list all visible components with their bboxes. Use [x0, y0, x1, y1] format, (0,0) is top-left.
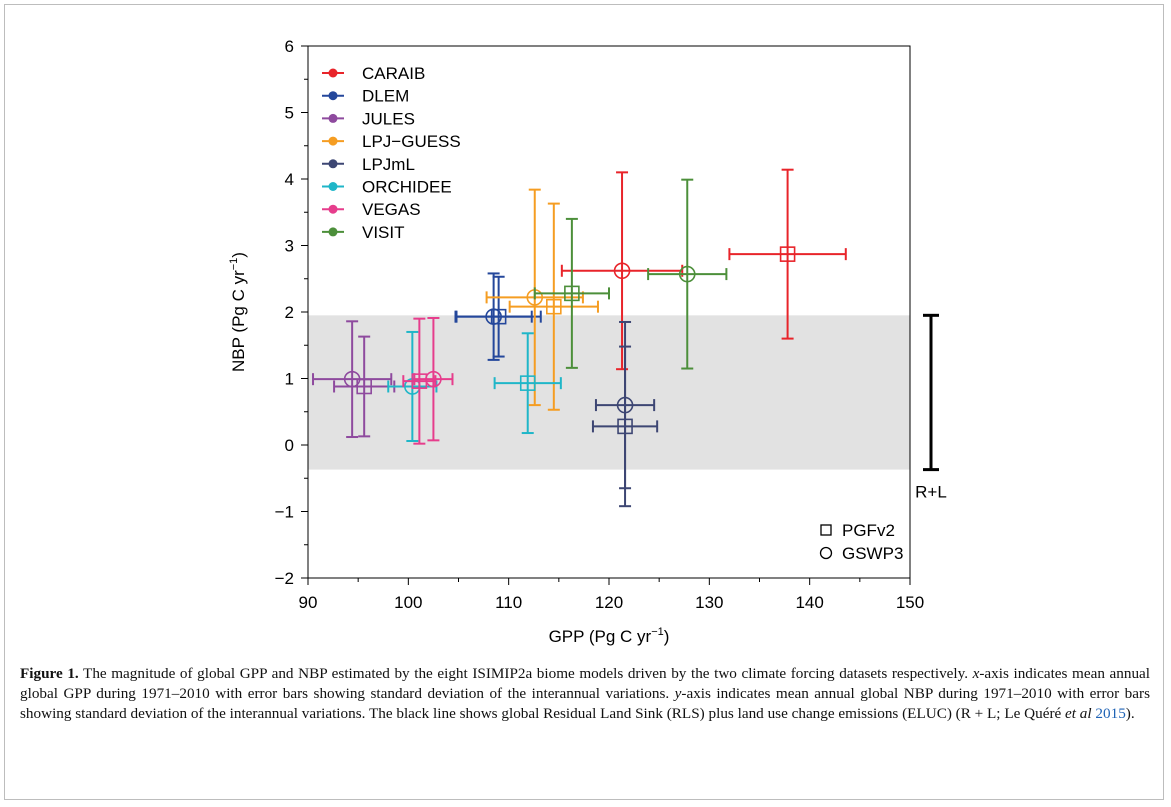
legend-square-icon: [820, 524, 832, 536]
legend-dot: [328, 204, 338, 214]
x-tick-label: 130: [695, 593, 723, 612]
y-tick-label: −1: [275, 503, 294, 522]
rl-bar-label: R+L: [915, 483, 947, 502]
data-point-caraib-pgfv2: [728, 168, 847, 340]
data-point-visit-pgfv2: [533, 217, 610, 369]
legend-label: LPJ−GUESS: [362, 132, 461, 151]
circle-marker: [678, 265, 696, 283]
y-tick-label: 4: [285, 170, 294, 189]
circle-marker: [343, 370, 361, 388]
circle-marker: [425, 370, 442, 388]
square-marker: [546, 298, 562, 315]
data-point-jules-gswp3: [312, 320, 393, 439]
x-tick-label: 140: [795, 593, 823, 612]
caption-body: The magnitude of global GPP and NBP esti…: [20, 665, 1150, 722]
circle-marker: [613, 262, 631, 280]
circle-marker: [616, 396, 634, 414]
caption-italic: y: [674, 685, 682, 702]
y-tick-label: −2: [275, 569, 294, 588]
caption-text: -axis indicates mean annual global NBP d…: [20, 685, 1150, 722]
caption-text: ).: [1125, 705, 1135, 722]
square-marker: [779, 246, 796, 262]
y-tick-label: 1: [285, 370, 294, 389]
legend-dot: [328, 227, 338, 237]
legend-label: DLEM: [362, 87, 409, 106]
caption-italic: et al: [1065, 705, 1092, 722]
data-point-orchidee-pgfv2: [493, 332, 562, 435]
legend-dot: [328, 91, 338, 101]
x-axis-label: GPP (Pg C yr−1): [549, 626, 670, 646]
y-axis-label: NBP (Pg C yr−1): [228, 252, 248, 372]
figure-label: Figure 1.: [20, 665, 79, 682]
x-tick-label: 100: [394, 593, 422, 612]
caption-text: -axis indicates mean annual global GPP d…: [20, 665, 1151, 702]
data-point-dlem-gswp3: [454, 272, 533, 361]
square-marker: [564, 285, 580, 302]
data-point-lpjml-gswp3: [594, 320, 656, 490]
x-tick-label: 150: [896, 593, 924, 612]
figure-caption: Figure 1. The magnitude of global GPP an…: [20, 664, 1150, 724]
legend-dot: [328, 159, 338, 169]
caption-text: The magnitude of global GPP and NBP esti…: [78, 665, 973, 682]
caption-italic: x: [972, 665, 980, 682]
legend-label: ORCHIDEE: [362, 178, 452, 197]
legend-label: CARAIB: [362, 64, 425, 83]
data-point-vegas-gswp3: [413, 316, 454, 442]
y-tick-label: 2: [285, 303, 294, 322]
legend-circle-icon: [819, 546, 833, 560]
x-tick-label: 110: [495, 593, 522, 612]
y-tick-label: 3: [285, 237, 294, 256]
x-tick-label: 120: [595, 593, 623, 612]
data-point-vegas-pgfv2: [402, 317, 437, 445]
nbp-gpp-scatter-chart: 90 100 110 120 130 140 150 −2 −1 0 1 2 3 4 5 6 GPP (Pg C…: [228, 37, 947, 646]
y-tick-label: 5: [285, 104, 294, 123]
marker-legend-label: GSWP3: [842, 544, 903, 563]
legend-label: LPJmL: [362, 155, 415, 174]
legend-label: JULES: [362, 109, 415, 128]
square-marker: [519, 375, 536, 391]
legend-dot: [328, 136, 338, 146]
circle-marker: [485, 308, 502, 325]
legend-dot: [328, 113, 338, 123]
legend-label: VEGAS: [362, 200, 421, 219]
rl-shaded-band: [308, 315, 910, 470]
figure-frame: [4, 4, 1164, 800]
data-point-lpj−guess-pgfv2: [508, 202, 599, 411]
legend-dot: [328, 68, 338, 78]
legend-label: VISIT: [362, 223, 405, 242]
citation-link[interactable]: 2015: [1095, 705, 1126, 722]
y-tick-label: 6: [285, 37, 294, 56]
y-tick-label: 0: [285, 436, 294, 455]
data-point-visit-gswp3: [647, 178, 728, 370]
x-tick-label: 90: [299, 593, 318, 612]
marker-legend-label: PGFv2: [842, 521, 895, 540]
legend-dot: [328, 182, 338, 191]
